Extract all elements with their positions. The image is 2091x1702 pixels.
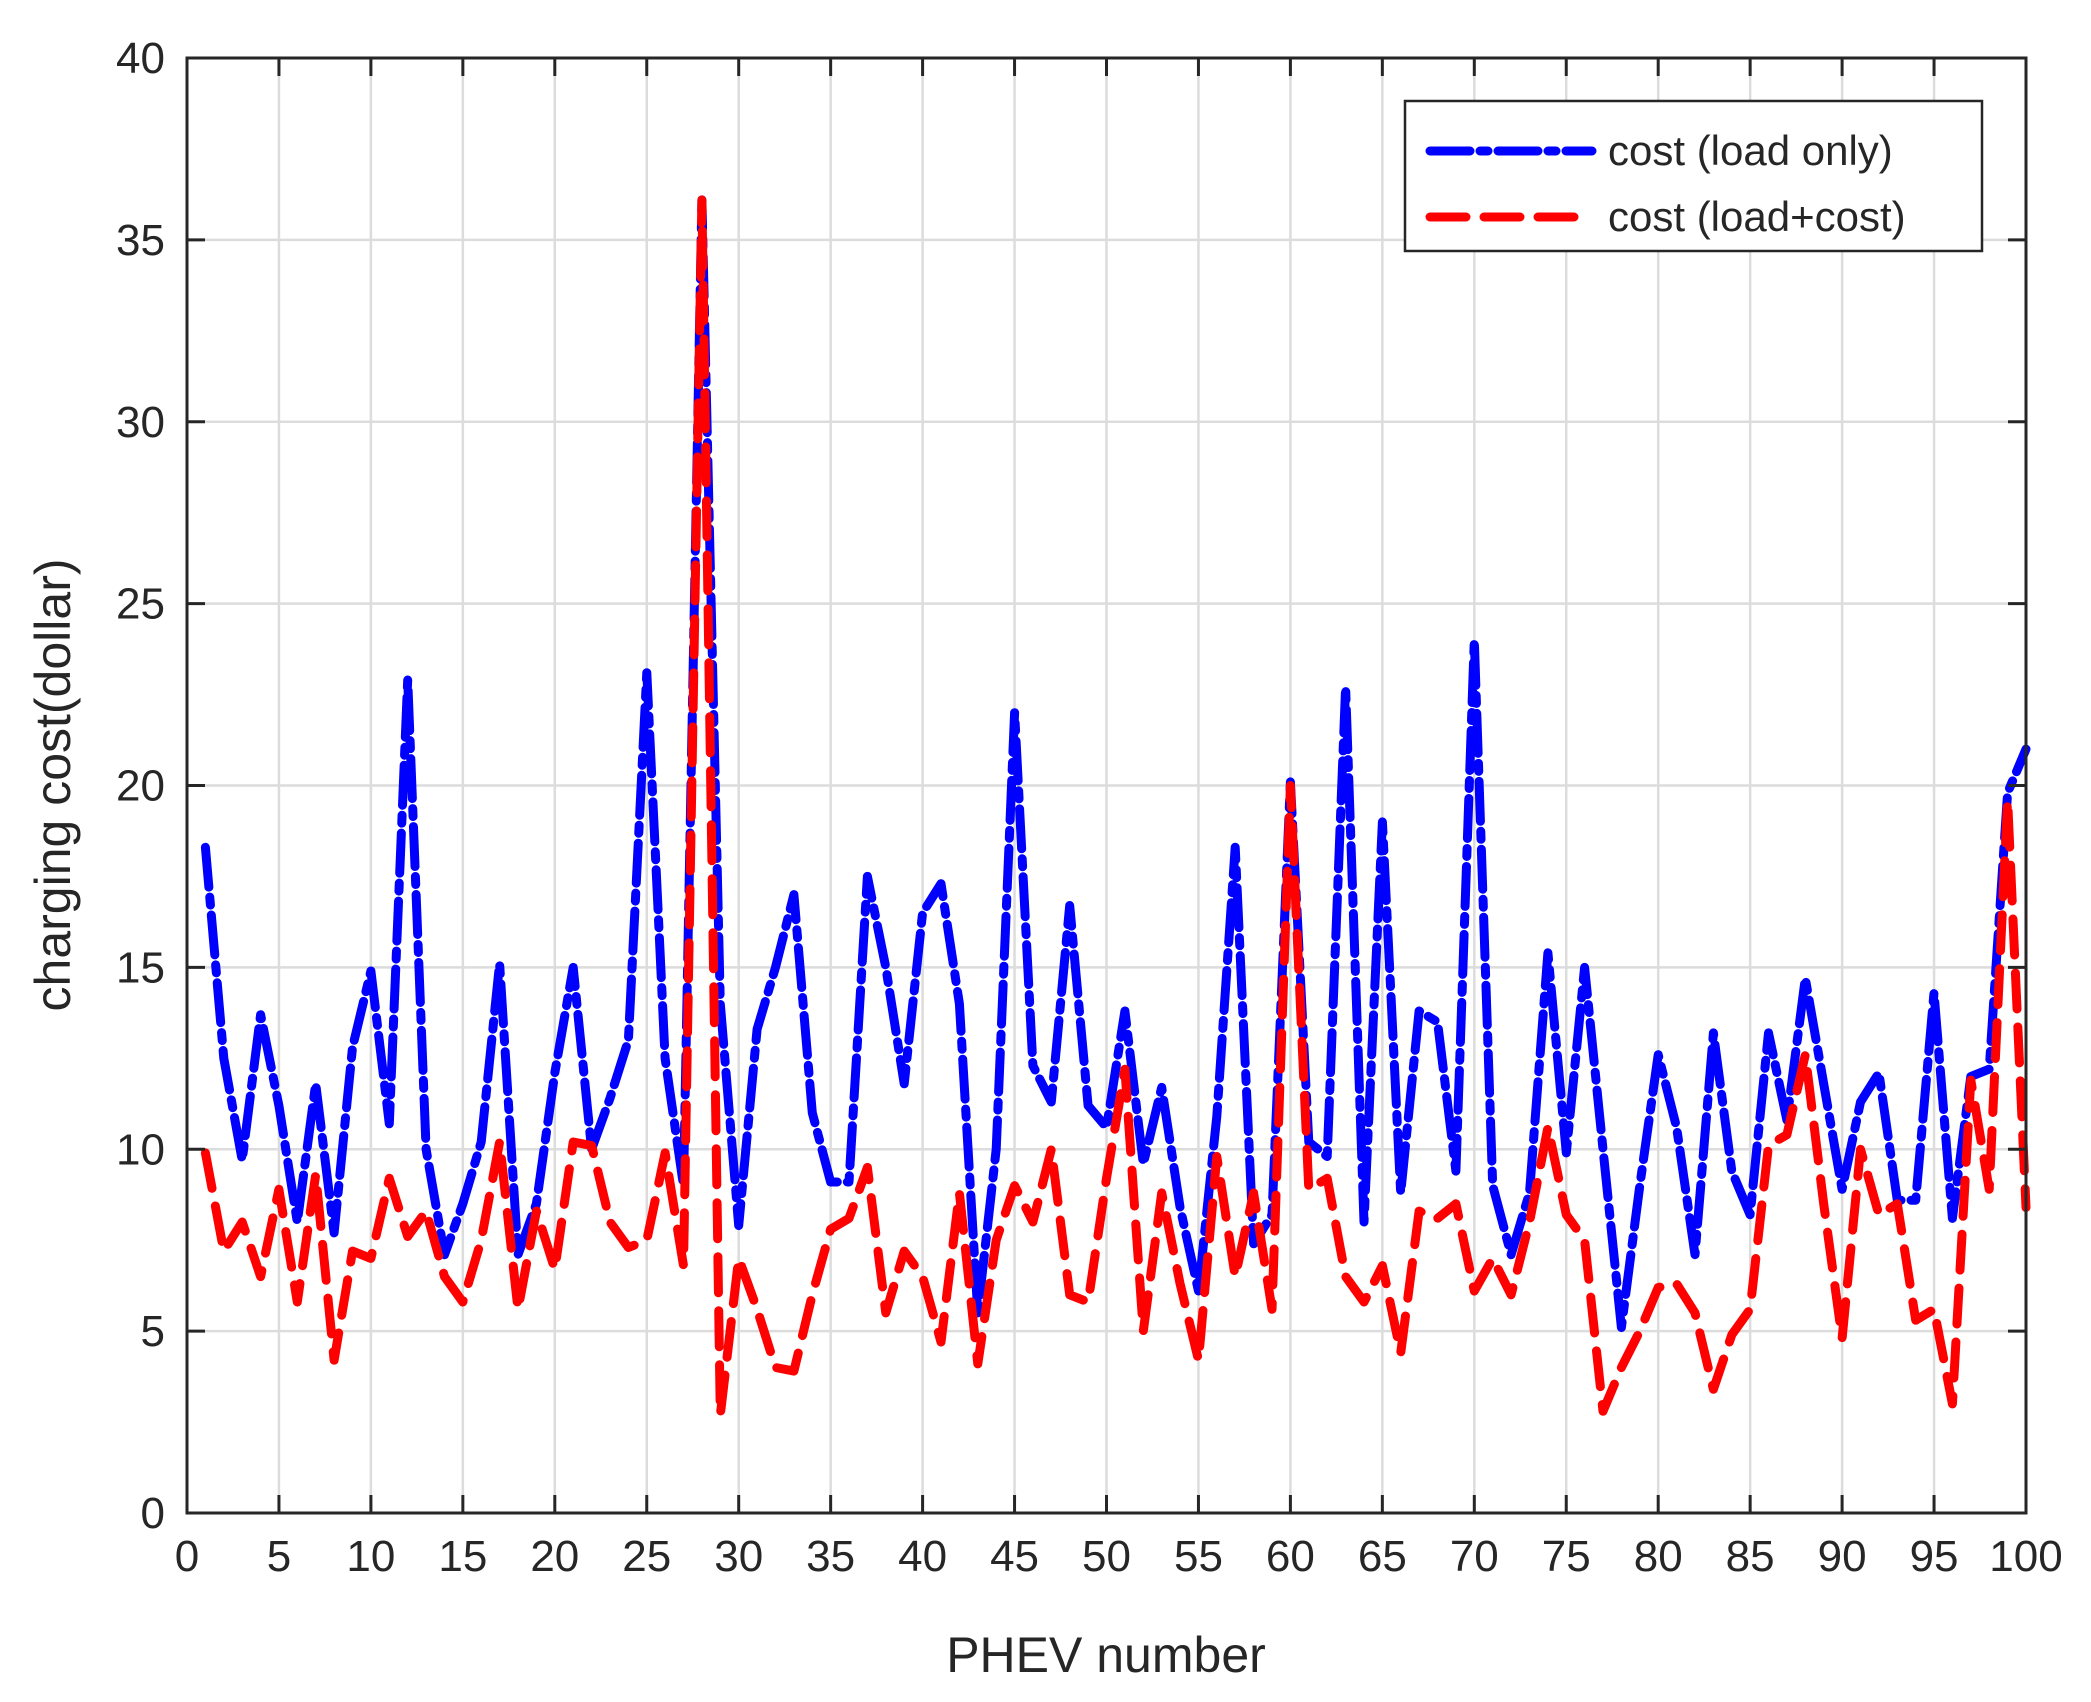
x-tick-label: 45	[990, 1532, 1039, 1581]
legend: cost (load only) cost (load+cost)	[1403, 99, 1984, 253]
x-tick-label: 80	[1634, 1532, 1683, 1581]
x-axis-label: PHEV number	[946, 1627, 1266, 1683]
x-tick-label: 70	[1450, 1532, 1499, 1581]
y-tick-label: 30	[116, 398, 165, 447]
y-tick-label: 40	[116, 34, 165, 83]
x-tick-label: 85	[1726, 1532, 1775, 1581]
y-tick-label: 5	[141, 1307, 165, 1356]
y-tick-label: 35	[116, 216, 165, 265]
series-line-2	[200, 195, 2031, 1420]
x-tick-label: 0	[175, 1532, 199, 1581]
x-tick-label: 60	[1266, 1532, 1315, 1581]
legend-entry-2: cost (load+cost)	[1608, 193, 1906, 240]
x-tick-label: 35	[806, 1532, 855, 1581]
series-lines	[200, 195, 2031, 1420]
x-tick-label: 55	[1174, 1532, 1223, 1581]
x-tick-label: 5	[267, 1532, 291, 1581]
x-tick-labels: 0 5 10 15 20 25 30 35 40 45 50 55 60 65 70 75 80 85 90 95 10…	[175, 1532, 2063, 1581]
x-tick-label: 40	[898, 1532, 947, 1581]
x-tick-label: 30	[714, 1532, 763, 1581]
legend-entry-1: cost (load only)	[1608, 127, 1893, 174]
tick-marks	[185, 56, 2028, 1515]
x-tick-label: 15	[438, 1532, 487, 1581]
y-axis-label: charging cost(dollar)	[25, 559, 81, 1012]
y-tick-label: 20	[116, 762, 165, 811]
grid-lines	[185, 56, 2028, 1515]
x-tick-label: 25	[622, 1532, 671, 1581]
x-tick-label: 95	[1910, 1532, 1959, 1581]
x-tick-label: 65	[1358, 1532, 1407, 1581]
series-line-1	[200, 195, 2031, 1332]
y-tick-label: 15	[116, 943, 165, 992]
x-tick-label: 90	[1818, 1532, 1867, 1581]
x-tick-label: 100	[1989, 1532, 2062, 1581]
y-tick-label: 25	[116, 580, 165, 629]
x-tick-label: 50	[1082, 1532, 1131, 1581]
x-tick-label: 10	[346, 1532, 395, 1581]
x-tick-label: 75	[1542, 1532, 1591, 1581]
legend-box	[1403, 99, 1984, 253]
x-tick-label: 20	[530, 1532, 579, 1581]
y-tick-labels: 0 5 10 15 20 25 30 35 40	[116, 34, 165, 1538]
y-tick-label: 10	[116, 1125, 165, 1174]
y-tick-label: 0	[141, 1489, 165, 1538]
